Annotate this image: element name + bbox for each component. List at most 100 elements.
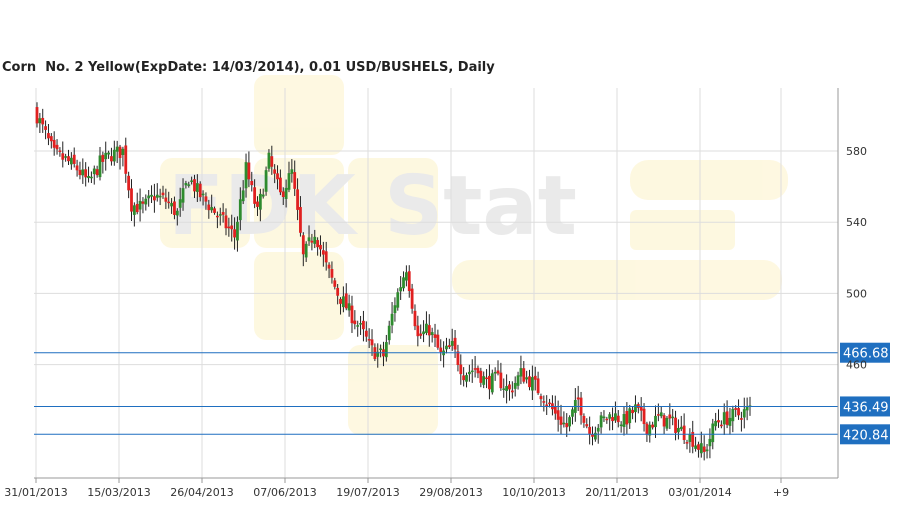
candle-down — [456, 351, 460, 365]
x-tick-label: 03/01/2014 — [668, 486, 731, 499]
candle-down — [367, 339, 371, 341]
candle-down — [130, 188, 133, 212]
candle-up — [745, 406, 749, 411]
candle-down — [44, 126, 47, 130]
candle-down — [499, 372, 503, 389]
candle-down — [488, 375, 491, 390]
candle-down — [253, 187, 257, 204]
candle-down — [576, 397, 580, 400]
candle-down — [198, 183, 202, 198]
watermark-tile-low-b — [348, 345, 438, 435]
candle-up — [244, 162, 248, 189]
candle-down — [247, 162, 251, 180]
candle-down — [556, 410, 560, 420]
candle-down — [522, 368, 526, 382]
candle-up — [505, 386, 509, 391]
candle-up — [665, 417, 669, 429]
candle-up — [304, 243, 308, 258]
candle-down — [625, 411, 629, 425]
candle-down — [533, 375, 537, 380]
candle-up — [184, 183, 188, 186]
candle-down — [127, 175, 131, 191]
candle-down — [52, 139, 56, 148]
candle-down — [656, 414, 660, 416]
candle-up — [628, 408, 632, 424]
axis-layer: 460 500 540 580 31/01/2013 15/03/2013 26/04/20… — [4, 88, 867, 499]
candle-down — [416, 325, 420, 337]
candle-down — [545, 404, 549, 407]
candle-down — [565, 423, 569, 428]
candle-down — [407, 271, 411, 292]
candle-down — [204, 196, 208, 202]
candle-up — [659, 412, 663, 417]
candle-up — [210, 207, 214, 211]
candle-up — [614, 413, 617, 421]
candle-down — [674, 417, 677, 433]
watermark-stripe-1 — [630, 160, 788, 200]
candle-down — [591, 434, 594, 437]
candle-up — [144, 198, 148, 205]
candle-up — [482, 376, 486, 385]
candle-down — [702, 446, 706, 452]
candle-up — [648, 424, 652, 436]
candle-up — [90, 176, 93, 179]
candles-layer — [35, 102, 752, 461]
candle-down — [585, 424, 589, 427]
candle-up — [69, 157, 73, 165]
candle-down — [221, 212, 225, 215]
x-tick-label: 26/04/2013 — [170, 486, 233, 499]
candle-down — [135, 203, 139, 213]
candle-up — [708, 438, 712, 447]
candle-up — [465, 375, 468, 382]
candle-down — [353, 320, 357, 325]
candle-down — [75, 165, 79, 171]
candle-down — [485, 377, 488, 380]
candle-down — [230, 225, 234, 230]
candle-up — [562, 422, 566, 425]
x-tick-label: +9 — [773, 486, 789, 499]
candle-up — [450, 340, 454, 346]
candle-up — [241, 190, 245, 202]
candle-up — [287, 173, 291, 190]
candle-up — [379, 348, 383, 351]
candle-up — [107, 152, 110, 155]
watermark-text: FDK Stat — [168, 159, 577, 254]
candle-down — [528, 376, 531, 388]
candle-up — [181, 188, 185, 203]
candle-up — [593, 432, 597, 440]
candle-up — [422, 331, 425, 335]
candle-up — [158, 195, 162, 198]
watermark-bar-top — [254, 75, 344, 155]
candle-down — [668, 414, 672, 419]
candle-down — [362, 320, 365, 330]
candle-down — [339, 298, 342, 304]
candle-up — [671, 416, 675, 419]
candle-down — [542, 401, 546, 403]
candle-up — [711, 423, 715, 443]
candle-up — [284, 187, 288, 199]
candle-up — [722, 412, 726, 425]
candle-down — [281, 191, 285, 197]
candle-down — [58, 150, 62, 152]
candle-down — [47, 133, 50, 139]
candle-down — [410, 288, 414, 309]
candle-down — [167, 201, 171, 204]
candle-up — [467, 371, 471, 375]
candle-down — [588, 426, 592, 434]
candle-up — [178, 199, 182, 208]
candle-down — [439, 347, 443, 352]
candle-up — [147, 195, 151, 199]
candle-down — [536, 378, 540, 394]
candle-up — [402, 277, 405, 289]
candle-down — [67, 156, 70, 162]
x-tick-label: 10/10/2013 — [502, 486, 565, 499]
candle-down — [548, 402, 551, 405]
candle-down — [611, 417, 614, 422]
level-label: 420.84 — [843, 428, 889, 443]
candle-up — [714, 420, 718, 427]
candle-down — [539, 396, 543, 400]
candle-down — [662, 415, 666, 427]
candle-down — [737, 408, 740, 416]
candle-up — [201, 193, 205, 196]
candle-up — [387, 325, 391, 341]
